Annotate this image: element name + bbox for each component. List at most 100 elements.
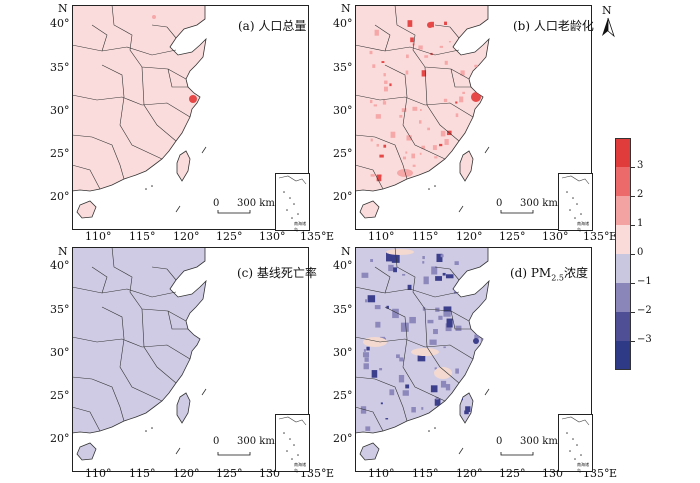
lon-label-120-b: 120° bbox=[456, 230, 483, 243]
lon-axis-letter-b: E bbox=[609, 230, 618, 243]
value-patch bbox=[443, 311, 451, 317]
lat-label-25-b: 25° bbox=[333, 147, 353, 160]
value-patch bbox=[371, 370, 378, 378]
legend-swatch bbox=[615, 196, 631, 225]
value-patch bbox=[383, 144, 387, 148]
lon-label-120-a: 120° bbox=[173, 230, 200, 243]
value-patch bbox=[398, 374, 405, 383]
value-patch bbox=[474, 64, 478, 68]
island-dot bbox=[151, 185, 153, 187]
boundary-dash bbox=[175, 205, 181, 213]
value-patch bbox=[407, 20, 413, 27]
legend-swatch bbox=[615, 225, 631, 254]
legend-label: −1 bbox=[637, 276, 652, 287]
value-patch bbox=[401, 108, 407, 113]
boundary-dash bbox=[201, 146, 207, 154]
boundary-dash bbox=[201, 388, 207, 396]
province-boundary bbox=[72, 406, 101, 432]
value-patch bbox=[427, 127, 431, 131]
value-patch bbox=[444, 60, 448, 65]
value-patch bbox=[388, 264, 394, 272]
map-panel-b bbox=[355, 5, 592, 230]
legend-tick bbox=[631, 225, 635, 226]
value-patch bbox=[363, 363, 369, 370]
legend-swatch bbox=[615, 167, 631, 196]
value-patch bbox=[418, 45, 423, 50]
province-boundary bbox=[434, 266, 460, 281]
lat-label-30-c: 30° bbox=[50, 346, 70, 359]
scale-label-a: 300 km bbox=[237, 198, 275, 209]
value-patch bbox=[407, 284, 412, 290]
scale-zero-d: 0 bbox=[496, 436, 503, 447]
panel-d-title-sub: 2.5 bbox=[551, 273, 564, 283]
province-boundary bbox=[355, 134, 408, 180]
hainan-island bbox=[359, 200, 380, 219]
province-boundary bbox=[101, 306, 163, 402]
value-patch bbox=[434, 156, 438, 159]
province-boundary bbox=[72, 134, 125, 180]
scale-zero-c: 0 bbox=[213, 436, 220, 447]
lat-label-20-c: 20° bbox=[50, 432, 70, 445]
value-patch bbox=[392, 308, 399, 319]
lat-label-35-a: 35° bbox=[50, 61, 70, 74]
value-patch bbox=[365, 299, 368, 303]
north-arrow-icon: N bbox=[596, 4, 620, 40]
hotspot-patch bbox=[427, 22, 433, 28]
value-patch bbox=[433, 329, 438, 335]
panel-a-title: (a) 人口总量 bbox=[238, 19, 307, 33]
value-patch bbox=[442, 272, 446, 276]
north-arrow-letter: N bbox=[602, 4, 612, 17]
map-panel-a bbox=[72, 5, 309, 230]
value-patch bbox=[422, 255, 425, 260]
value-patch bbox=[369, 50, 373, 55]
province-boundary bbox=[450, 68, 471, 88]
value-patch bbox=[389, 389, 395, 396]
lon-axis-letter-c: E bbox=[326, 467, 335, 480]
lat-label-40-d: 40° bbox=[333, 259, 353, 272]
boundary-dash bbox=[458, 205, 464, 213]
boundary-dash bbox=[484, 146, 490, 154]
value-patch bbox=[379, 368, 383, 371]
lon-label-130-b: 130° bbox=[542, 230, 569, 243]
lat-axis-letter-right-bottom: N bbox=[341, 245, 351, 258]
province-boundary bbox=[72, 94, 191, 118]
value-patch bbox=[384, 80, 388, 84]
value-patch bbox=[370, 259, 374, 262]
lat-label-30-a: 30° bbox=[50, 104, 70, 117]
value-patch bbox=[372, 64, 376, 68]
lon-label-120-d: 120° bbox=[456, 467, 483, 480]
value-patch bbox=[455, 368, 459, 374]
value-patch bbox=[427, 319, 434, 324]
legend-label: 3 bbox=[637, 160, 644, 171]
lon-axis-letter-d: E bbox=[609, 467, 618, 480]
value-patch bbox=[429, 339, 437, 345]
value-patch bbox=[360, 406, 367, 414]
lat-label-35-d: 35° bbox=[333, 303, 353, 316]
province-boundary bbox=[355, 376, 408, 422]
lon-label-135-a: 135° bbox=[300, 230, 327, 243]
province-boundary bbox=[167, 68, 188, 88]
value-patch bbox=[405, 70, 409, 75]
lon-label-115-c: 115° bbox=[129, 467, 156, 480]
value-patch bbox=[411, 153, 415, 159]
taiwan-island bbox=[459, 150, 474, 182]
value-patch bbox=[370, 138, 373, 142]
value-patch bbox=[422, 261, 425, 264]
value-patch bbox=[383, 73, 386, 77]
hotspot-patch bbox=[189, 95, 197, 103]
lat-label-20-d: 20° bbox=[333, 432, 353, 445]
value-patch bbox=[440, 380, 447, 388]
value-patch bbox=[405, 151, 408, 154]
value-patch bbox=[438, 315, 443, 320]
island-dot bbox=[428, 188, 430, 190]
province-boundary bbox=[151, 266, 177, 281]
hotspot-patch bbox=[471, 92, 481, 102]
value-patch bbox=[435, 396, 439, 400]
value-patch bbox=[380, 402, 383, 405]
boundary-dash bbox=[458, 447, 464, 455]
legend-swatch bbox=[615, 312, 631, 341]
province-boundary bbox=[434, 24, 460, 39]
lon-label-125-c: 125° bbox=[216, 467, 243, 480]
value-patch bbox=[443, 346, 446, 349]
mainland-shape bbox=[72, 5, 207, 192]
